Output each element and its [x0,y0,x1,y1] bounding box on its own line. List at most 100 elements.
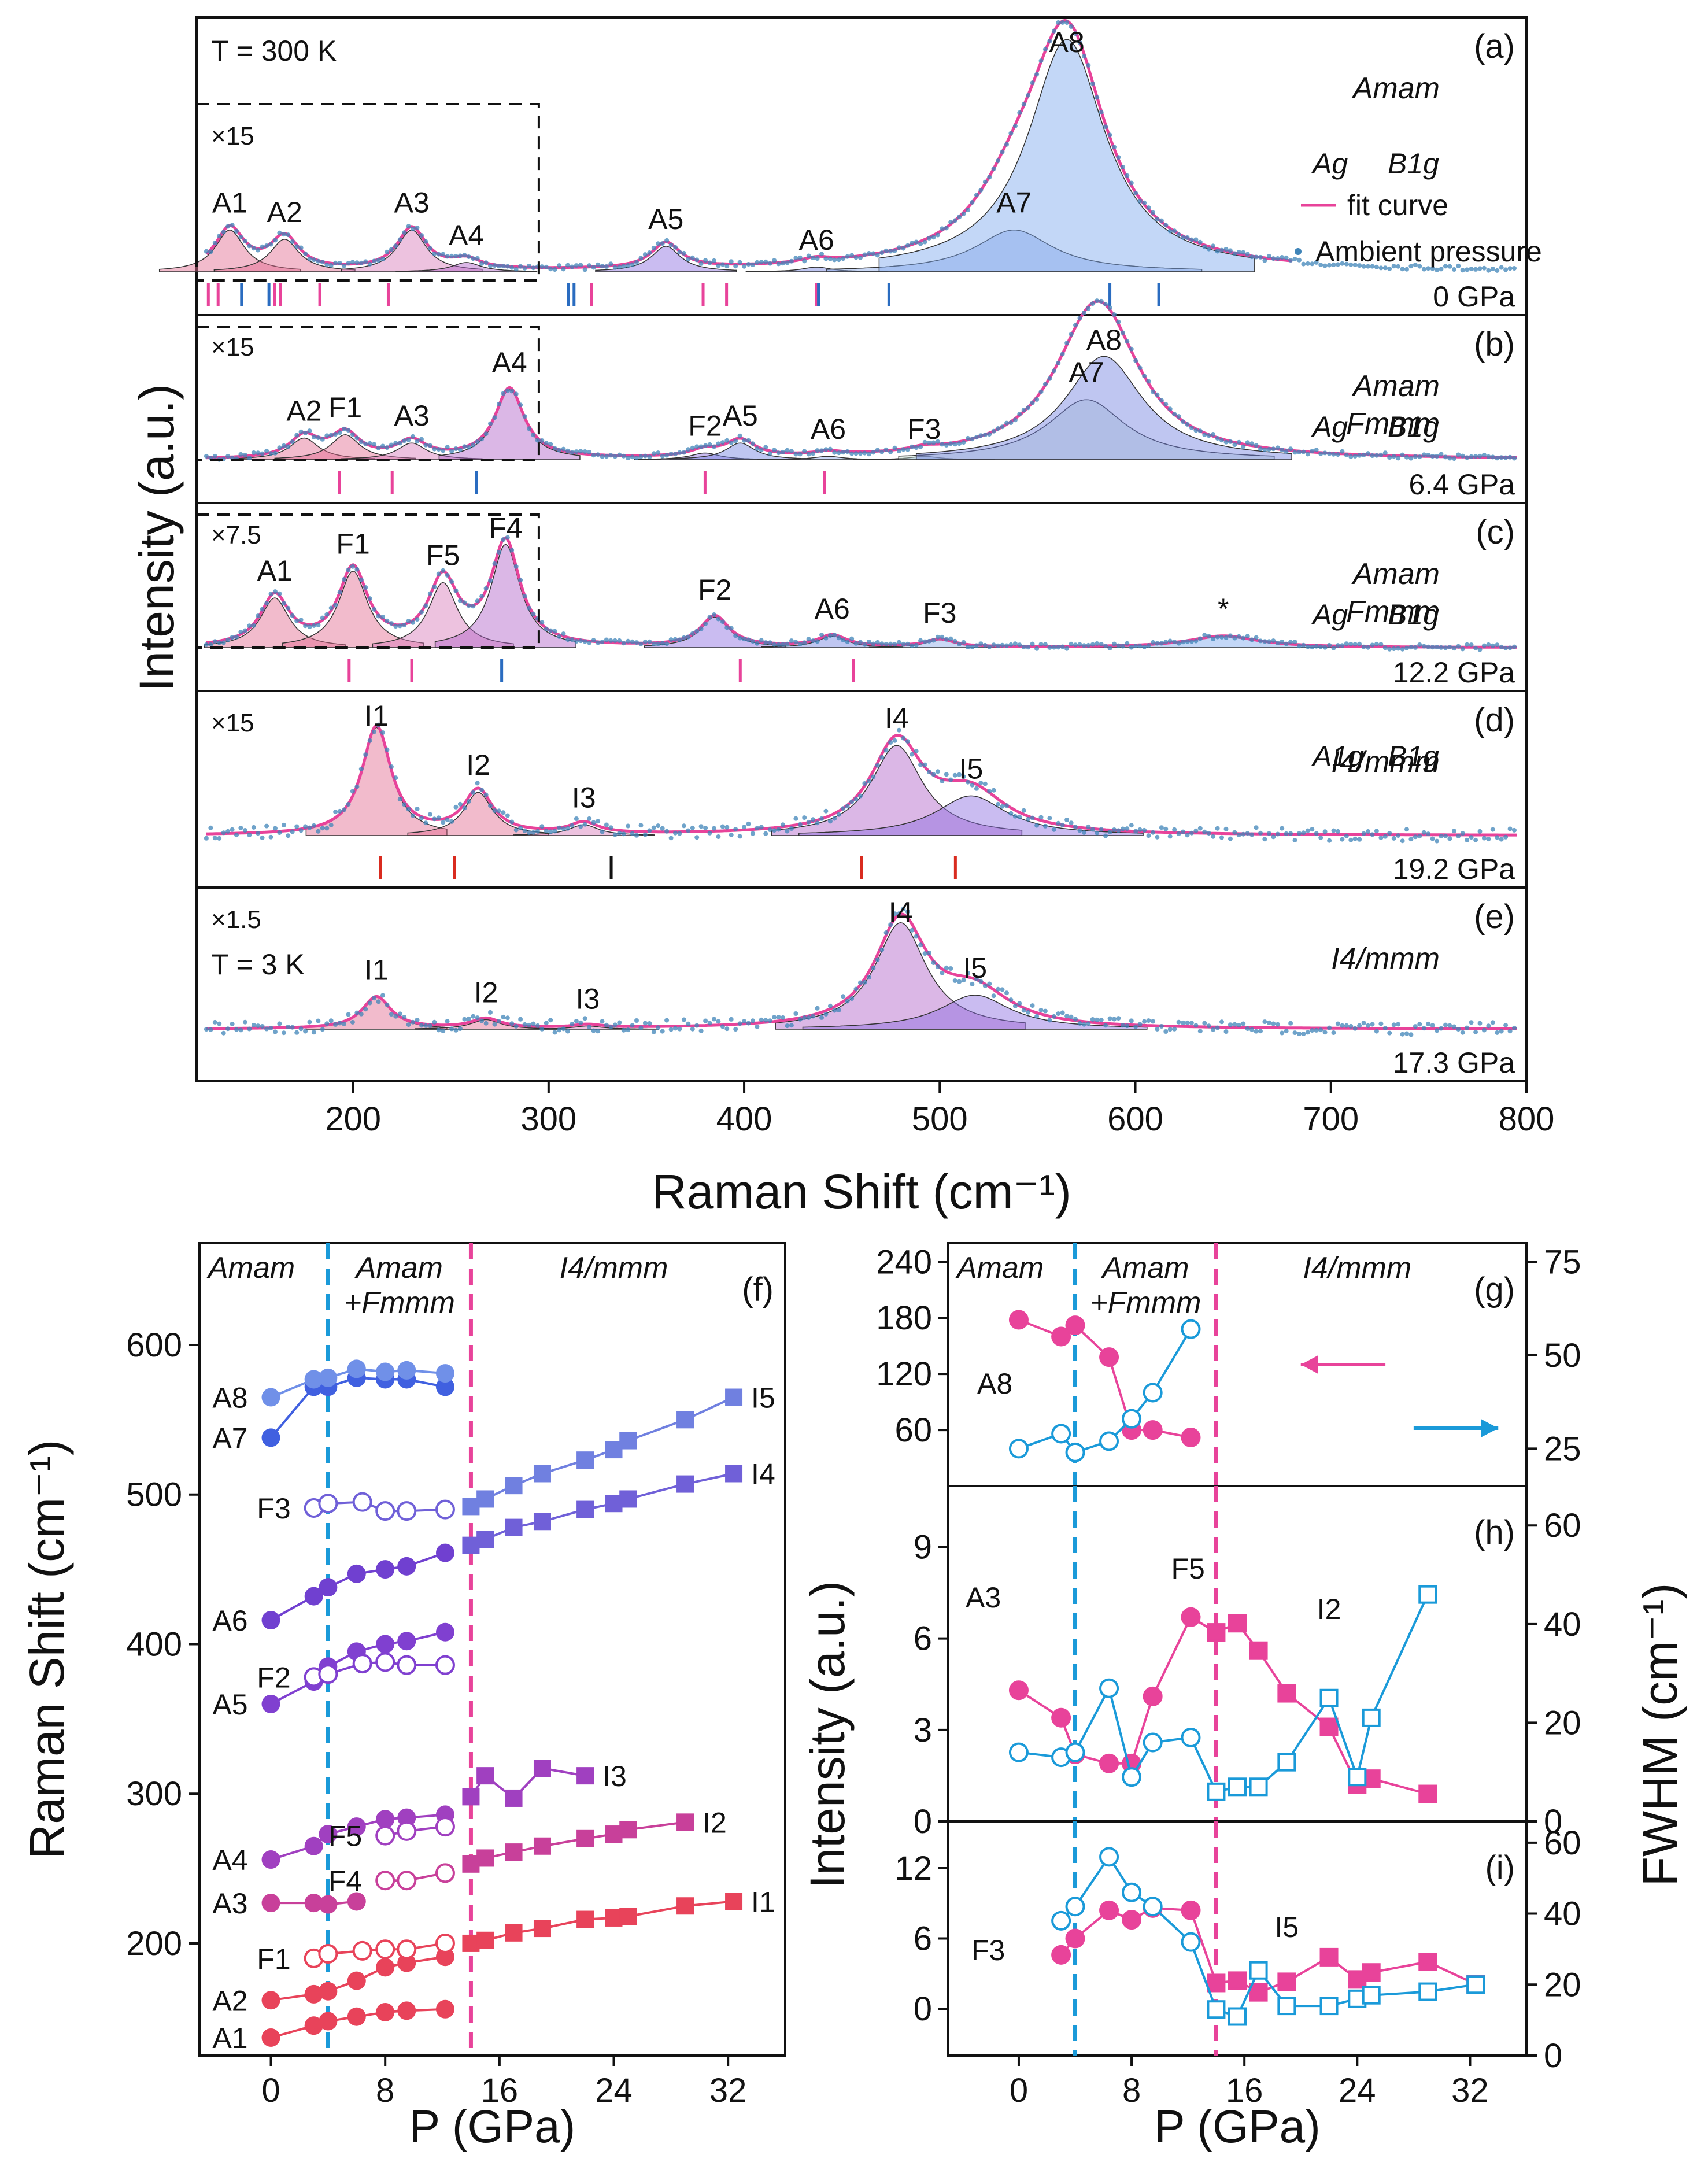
data-point [1202,1021,1207,1026]
data-point [1090,301,1095,306]
data-point [733,438,738,443]
data-point [1357,453,1362,458]
data-point [496,1019,501,1024]
data-point [608,453,613,458]
data-point [273,238,278,243]
point-I5 [505,1477,523,1495]
point-A2 [435,1947,454,1967]
data-point [290,239,295,244]
data-point [1211,834,1216,839]
data-point [1284,1029,1289,1034]
data-point [1077,316,1082,321]
peak-label-I5: I5 [959,752,984,785]
data-point [419,233,424,238]
data-point [582,822,587,827]
data-point [785,448,790,453]
data-point [522,265,527,271]
data-point [1481,643,1487,648]
point-A3 [319,1895,338,1914]
data-point [1193,638,1199,644]
data-point [1469,267,1474,271]
data-point [221,1030,226,1036]
data-point [1335,262,1340,267]
data-point [488,1010,493,1015]
data-point [918,942,923,948]
data-point [707,1021,712,1026]
data-point [264,243,269,248]
data-point [901,447,906,452]
data-point [264,823,269,829]
data-point [1288,446,1293,452]
data-point [286,444,291,449]
data-point [677,1026,682,1032]
data-point [1387,266,1392,271]
data-point [419,609,424,615]
series-I2: I2 [462,1806,727,1873]
data-point [841,637,846,642]
data-point [724,438,730,443]
data-point [733,633,738,638]
point-A4 [304,1836,323,1855]
point-I3 [533,1760,551,1777]
data-point [940,226,945,231]
data-point [1305,828,1310,833]
data-point [1460,831,1465,836]
data-point [457,598,463,603]
data-point [626,263,631,268]
point-I2 [476,1849,494,1867]
data-point [634,640,639,645]
data-point [802,258,807,264]
data-point [1331,452,1336,457]
data-point [1451,829,1456,834]
data-point [561,826,566,831]
data-point [557,448,562,453]
mode-label-I5: I5 [1275,1911,1299,1943]
data-point [1486,454,1491,459]
data-point [849,636,855,641]
data-point [772,828,777,833]
series-label-I3: I3 [602,1760,627,1792]
data-point [561,1026,566,1032]
data-point [376,999,381,1004]
data-point [1047,39,1052,44]
series-label-I4: I4 [751,1458,775,1490]
data-point [324,826,330,831]
point-Intensity [1207,1623,1226,1642]
data-point [742,438,747,443]
data-point [647,1021,652,1026]
data-point [707,615,712,620]
data-point [1370,453,1375,458]
data-point [281,601,286,606]
data-point [1297,831,1302,836]
data-point [561,446,566,452]
data-point [423,239,428,244]
data-point [1081,310,1086,315]
data-point [406,619,411,624]
data-point [1413,454,1418,459]
data-point [845,639,850,644]
x-tick-label: 16 [481,2072,519,2109]
data-point [1026,405,1031,411]
point-A1 [435,1999,454,2019]
point-Intensity [1099,1753,1119,1773]
data-point [1465,1025,1470,1030]
data-point [991,428,996,434]
data-point [1352,263,1358,268]
data-point [350,260,355,265]
series-I5: I5 [462,1382,775,1516]
data-point [750,831,755,836]
data-point [1095,1017,1100,1022]
data-point [449,819,454,824]
data-point [548,829,553,834]
data-point [505,388,510,393]
data-point [217,234,222,239]
data-point [307,825,312,830]
data-point [372,442,377,447]
data-point [501,264,506,268]
data-point [853,986,859,992]
data-point [457,1026,463,1031]
data-point [268,1025,273,1030]
data-point [561,267,566,272]
data-point [1348,454,1354,459]
data-point [1512,644,1517,649]
